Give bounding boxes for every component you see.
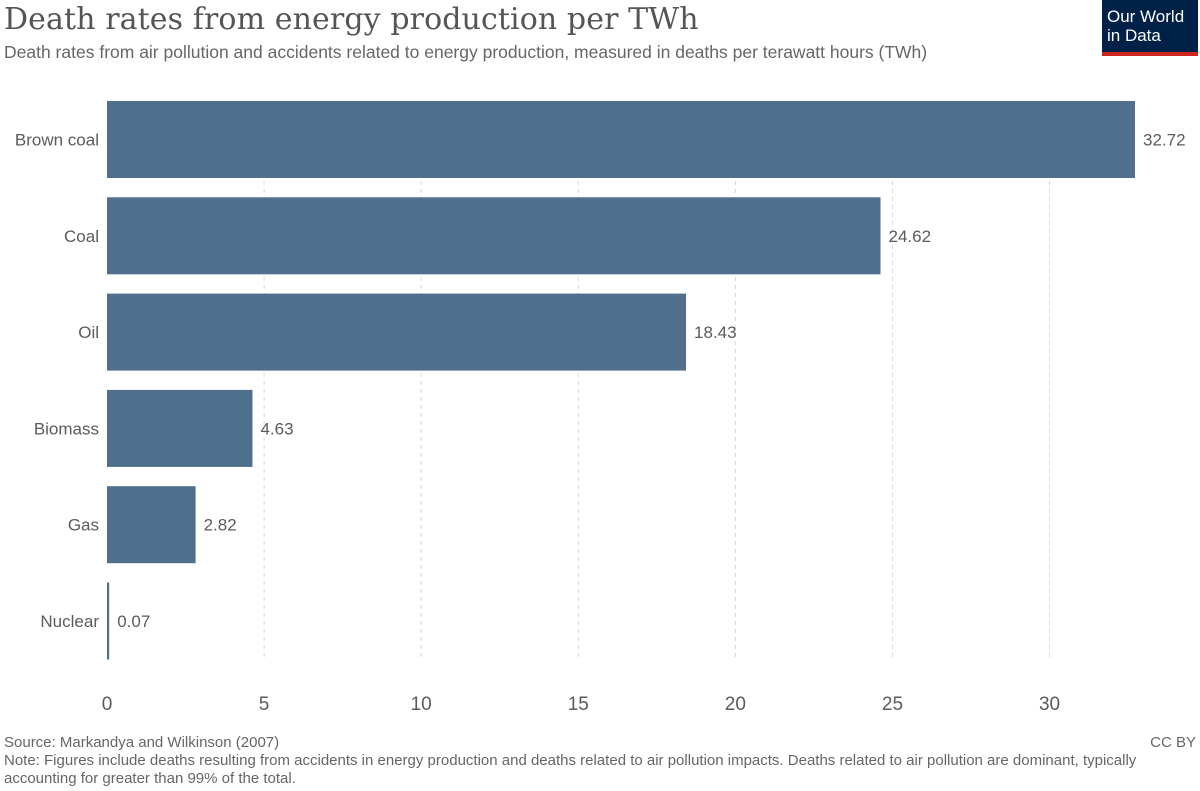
logo-accent-bar	[1102, 52, 1198, 56]
bar	[107, 389, 253, 467]
bar	[107, 197, 881, 275]
category-label: Oil	[78, 323, 99, 342]
value-label: 24.62	[889, 227, 932, 246]
x-tick-label: 30	[1039, 694, 1060, 715]
bar	[107, 486, 196, 564]
owid-logo[interactable]: Our World in Data	[1102, 0, 1198, 56]
category-label: Biomass	[34, 419, 99, 438]
logo-line-1: Our World	[1107, 7, 1185, 26]
value-label: 18.43	[694, 323, 737, 342]
footnote: Note: Figures include deaths resulting f…	[4, 752, 1137, 787]
value-label: 32.72	[1143, 131, 1186, 150]
value-label: 0.07	[117, 612, 150, 631]
x-tick-label: 20	[725, 694, 746, 715]
category-label: Brown coal	[15, 131, 99, 150]
bar	[107, 582, 110, 660]
bar	[107, 101, 1135, 178]
bar-chart: 0 5 10 15 20 25 30 Brown coal 32.72 Coal 24.62 Oil 1…	[15, 101, 1186, 715]
category-label: Gas	[68, 516, 99, 535]
x-tick-label: 0	[102, 694, 113, 715]
license-link[interactable]: CC BY	[1150, 734, 1196, 751]
x-tick-label: 25	[882, 694, 903, 715]
x-tick-label: 10	[411, 694, 432, 715]
value-label: 2.82	[204, 516, 237, 535]
x-tick-label: 15	[568, 694, 589, 715]
logo-line-2: in Data	[1107, 26, 1161, 45]
value-label: 4.63	[260, 419, 293, 438]
bar	[107, 293, 687, 371]
category-label: Nuclear	[40, 612, 99, 631]
x-tick-label: 5	[259, 694, 270, 715]
category-label: Coal	[64, 227, 99, 246]
source-text: Source: Markandya and Wilkinson (2007)	[4, 734, 280, 751]
chart-title: Death rates from energy production per T…	[4, 2, 699, 37]
chart-subtitle: Death rates from air pollution and accid…	[4, 42, 928, 62]
